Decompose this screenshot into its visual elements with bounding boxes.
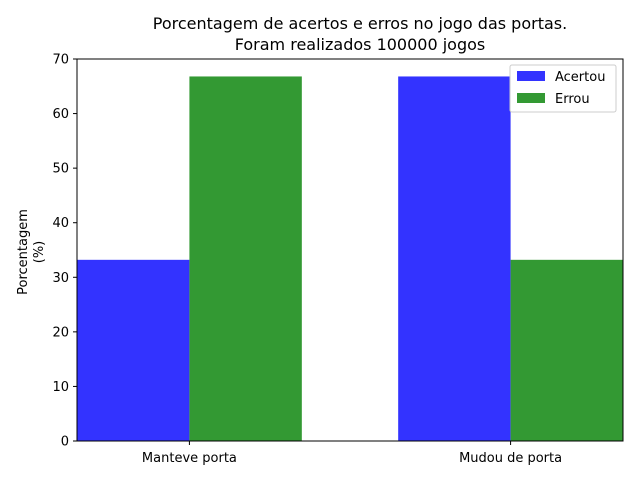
bar-errou-1 [510,259,623,441]
legend-label-errou: Errou [555,92,590,107]
y-tick-label-20: 20 [52,325,69,340]
bar-acertou-0 [77,259,190,441]
y-tick-label-60: 60 [52,107,69,122]
x-axis: Manteve porta Mudou de porta [142,441,562,466]
bars-group [77,76,623,442]
y-axis-label-line-1: Porcentagem [16,209,31,295]
legend-swatch-errou [517,93,545,103]
bar-acertou-1 [398,76,511,442]
chart-title-line-1: Porcentagem de acertos e erros no jogo d… [153,14,567,33]
y-tick-label-50: 50 [52,162,69,177]
chart-title-line-2: Foram realizados 100000 jogos [235,35,486,54]
y-tick-label-40: 40 [52,216,69,231]
legend: Acertou Errou [509,64,617,113]
y-tick-label-70: 70 [52,53,69,68]
y-axis-label: Porcentagem (%) [16,209,47,295]
y-tick-label-30: 30 [52,271,69,286]
x-tick-label-0: Manteve porta [142,451,237,466]
y-tick-label-10: 10 [52,380,69,395]
x-tick-label-1: Mudou de porta [459,451,562,466]
bar-errou-0 [189,76,302,442]
y-axis: 0 10 20 30 40 50 60 70 [52,53,77,450]
legend-label-acertou: Acertou [555,70,605,85]
y-tick-label-0: 0 [61,435,69,450]
plot-frame [76,58,624,442]
legend-swatch-acertou [517,71,545,81]
y-axis-label-line-2: (%) [32,241,47,264]
